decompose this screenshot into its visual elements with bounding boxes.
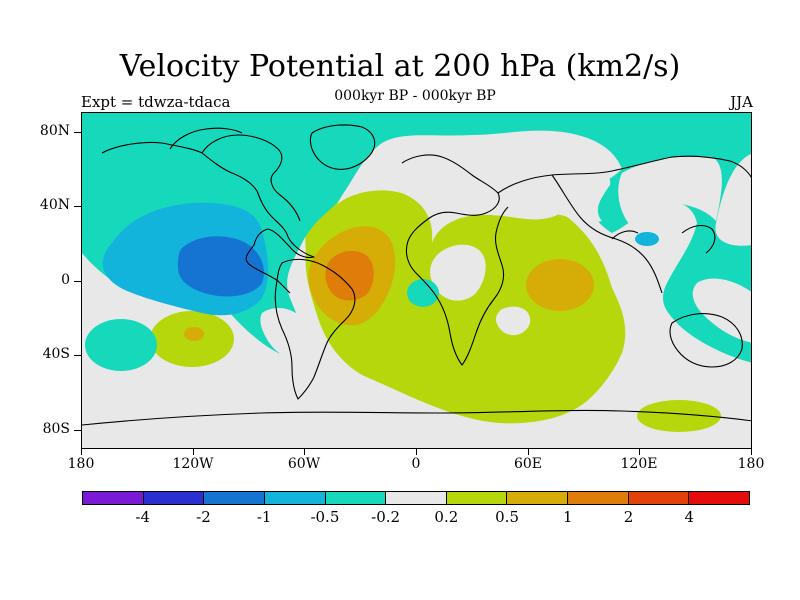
- colorbar-segment: [386, 492, 447, 504]
- y-tick-40n: [74, 206, 81, 207]
- colorbar-segment: [568, 492, 629, 504]
- y-label-80s: 80S: [42, 421, 70, 437]
- plot-title: Velocity Potential at 200 hPa (km2/s): [119, 49, 681, 84]
- x-label-180w: 180: [67, 456, 95, 472]
- colorbar: [82, 491, 750, 505]
- y-label-0: 0: [61, 272, 70, 288]
- y-tick-80n: [74, 132, 81, 133]
- colorbar-label: 0.5: [495, 508, 519, 526]
- colorbar-label: 4: [684, 508, 695, 526]
- velocity-potential-map: [82, 113, 751, 448]
- colorbar-label: -0.5: [310, 508, 340, 526]
- x-label-180e: 180: [737, 456, 765, 472]
- x-tick-60w: [304, 449, 305, 455]
- season-label: JJA: [730, 93, 753, 111]
- neutral-pockets: [430, 244, 531, 336]
- y-tick-80s: [74, 430, 81, 431]
- colorbar-segment: [325, 492, 387, 504]
- colorbar-segment: [83, 492, 144, 504]
- neutral-zones: [337, 149, 722, 241]
- x-label-120w: 120W: [172, 456, 214, 472]
- colorbar-label: -0.2: [371, 508, 401, 526]
- time-period-label: 000kyr BP - 000kyr BP: [334, 88, 496, 104]
- colorbar-segment: [264, 492, 326, 504]
- y-tick-0: [74, 281, 81, 282]
- colorbar-segment: [689, 492, 750, 504]
- colorbar-label: -4: [135, 508, 151, 526]
- x-tick-120e: [639, 449, 640, 455]
- colorbar-segment: [143, 492, 205, 504]
- colorbar-label: 2: [623, 508, 634, 526]
- x-tick-60e: [528, 449, 529, 455]
- x-label-0: 0: [411, 456, 421, 472]
- x-label-60e: 60E: [513, 456, 543, 472]
- colorbar-label: 1: [563, 508, 573, 526]
- y-tick-40s: [74, 355, 81, 356]
- colorbar-segment: [628, 492, 690, 504]
- y-label-80n: 80N: [39, 123, 70, 139]
- strong-positive-region: [325, 250, 374, 301]
- x-label-120e: 120E: [620, 456, 658, 472]
- neutral-tropical-pockets: [260, 278, 751, 359]
- colorbar-label: -2: [196, 508, 211, 526]
- x-label-60w: 60W: [287, 456, 321, 472]
- experiment-label: Expt = tdwza-tdaca: [81, 93, 231, 111]
- x-tick-120w: [193, 449, 194, 455]
- colorbar-segment: [204, 492, 265, 504]
- strong-negative-region: [178, 236, 264, 297]
- x-tick-0: [416, 449, 417, 455]
- y-label-40s: 40S: [42, 346, 70, 362]
- colorbar-label: -1: [256, 508, 272, 526]
- y-label-40n: 40N: [39, 197, 70, 213]
- colorbar-label: 0.2: [434, 508, 459, 526]
- coastlines: [82, 124, 751, 426]
- map-panel: [81, 112, 752, 449]
- colorbar-segment: [446, 492, 508, 504]
- x-tick-180e: [751, 449, 752, 455]
- colorbar-segment: [507, 492, 569, 504]
- x-tick-180w: [81, 449, 82, 455]
